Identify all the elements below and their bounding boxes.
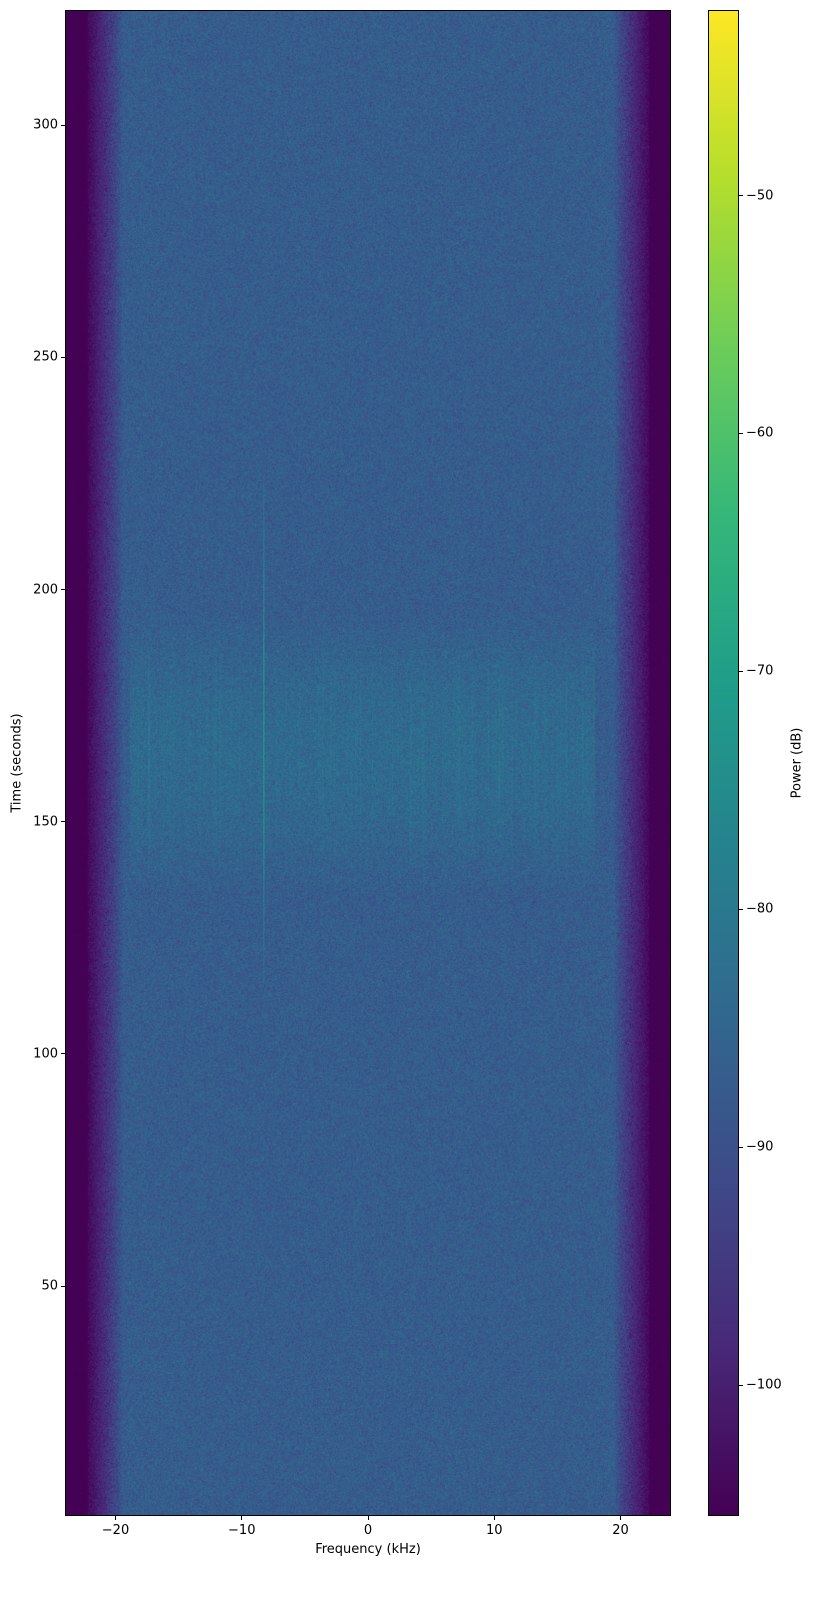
colorbar-label: Power (dB) bbox=[789, 727, 805, 799]
x-tick-label: −10 bbox=[228, 1523, 256, 1538]
x-tick-label: −20 bbox=[101, 1523, 130, 1538]
colorbar-tick-label: −60 bbox=[746, 425, 774, 441]
y-tick-label: 200 bbox=[33, 582, 58, 598]
colorbar-tick bbox=[739, 432, 743, 434]
x-tick bbox=[493, 1516, 495, 1520]
colorbar bbox=[708, 10, 739, 1516]
y-tick-label: 100 bbox=[33, 1046, 58, 1062]
colorbar-tick bbox=[739, 195, 743, 197]
y-tick bbox=[61, 1285, 65, 1287]
x-tick bbox=[620, 1516, 621, 1520]
x-tick bbox=[241, 1516, 243, 1520]
colorbar-tick bbox=[739, 670, 743, 672]
colorbar-tick bbox=[739, 1384, 743, 1386]
colorbar-tick-label: −90 bbox=[746, 1139, 774, 1155]
colorbar-tick-label: −80 bbox=[746, 901, 774, 917]
colorbar-gradient bbox=[709, 11, 738, 1515]
spectrogram-heatmap bbox=[66, 11, 670, 1515]
colorbar-tick bbox=[739, 1146, 743, 1148]
x-tick-label: 20 bbox=[612, 1523, 629, 1538]
colorbar-tick bbox=[739, 908, 743, 910]
x-tick bbox=[367, 1516, 369, 1520]
x-tick-label: 0 bbox=[363, 1523, 373, 1538]
y-tick-label: 150 bbox=[33, 814, 58, 830]
colorbar-tick-label: −50 bbox=[746, 188, 774, 204]
y-tick-label: 50 bbox=[41, 1278, 58, 1294]
y-tick bbox=[61, 821, 65, 823]
x-tick-label: 10 bbox=[485, 1523, 503, 1538]
spectrogram-plot-area bbox=[65, 10, 671, 1516]
y-tick-label: 300 bbox=[33, 117, 58, 133]
x-axis-label: Frequency (kHz) bbox=[315, 1542, 421, 1557]
colorbar-tick-label: −70 bbox=[746, 663, 774, 679]
y-tick bbox=[61, 1053, 65, 1055]
x-tick bbox=[115, 1516, 116, 1520]
colorbar-tick-label: −100 bbox=[746, 1377, 782, 1393]
y-tick bbox=[61, 356, 65, 358]
y-tick-label: 250 bbox=[33, 349, 58, 365]
y-tick bbox=[61, 589, 65, 591]
y-tick bbox=[61, 124, 65, 126]
y-axis-label: Time (seconds) bbox=[9, 713, 25, 813]
